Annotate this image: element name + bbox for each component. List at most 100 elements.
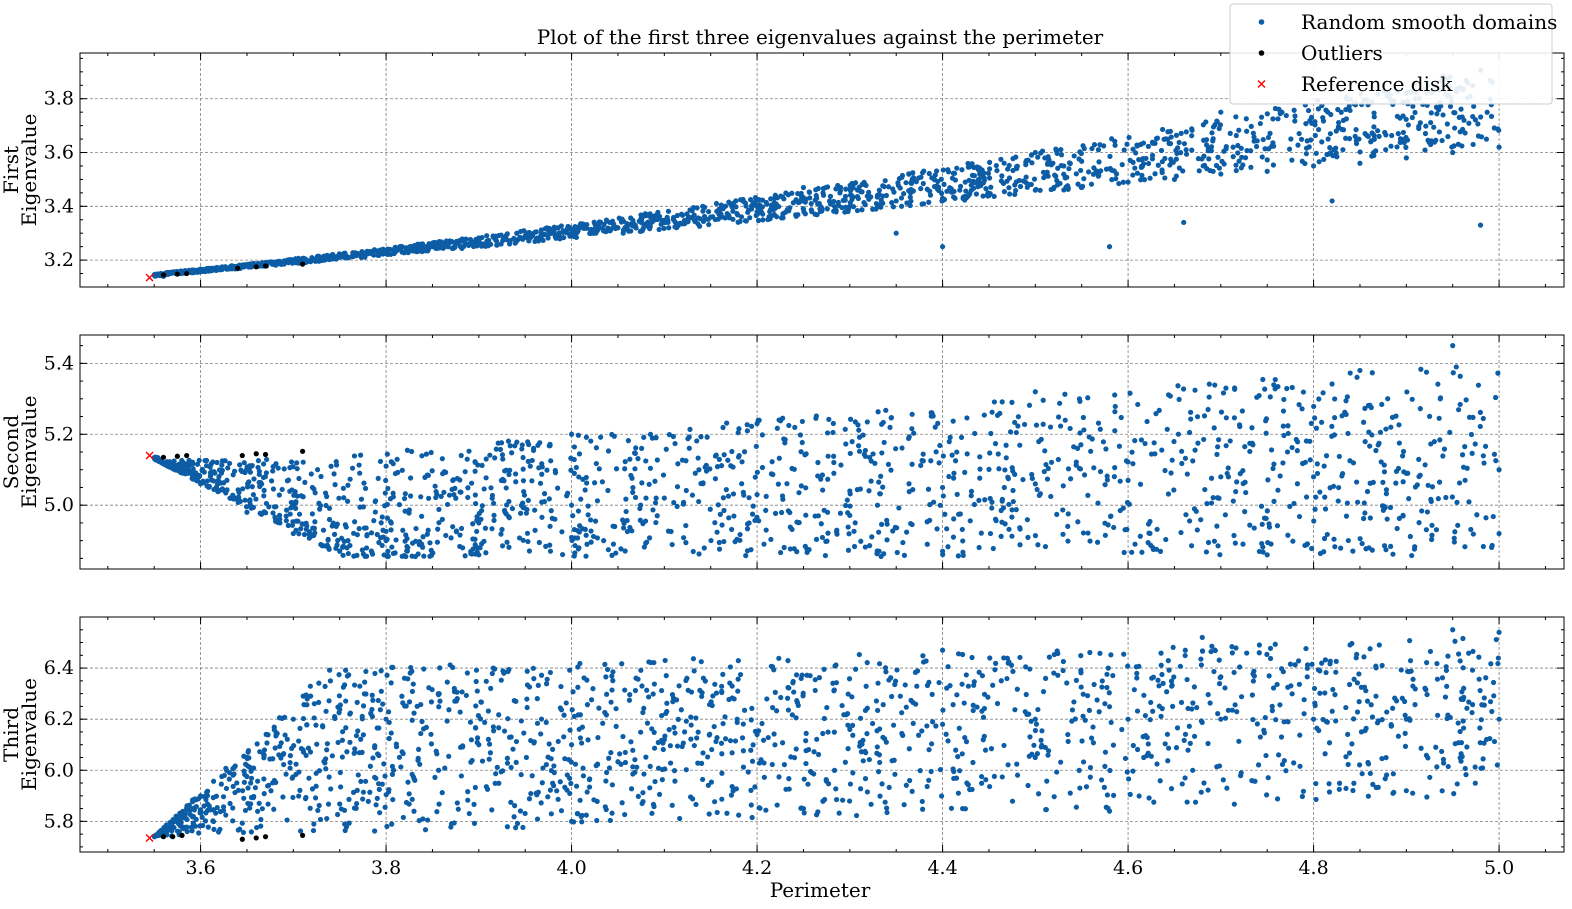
scatter-point	[1426, 413, 1433, 419]
scatter-point	[1412, 109, 1418, 116]
scatter-point	[346, 796, 352, 802]
scatter-point	[1265, 477, 1271, 483]
scatter-point	[1462, 444, 1468, 450]
scatter-point	[683, 487, 689, 494]
scatter-point	[1436, 107, 1442, 113]
scatter-point	[1045, 465, 1051, 472]
scatter-point	[1313, 425, 1320, 431]
scatter-point	[1248, 164, 1254, 170]
scatter-point	[380, 701, 386, 707]
scatter-point	[1285, 423, 1291, 429]
scatter-point	[1033, 721, 1040, 727]
scatter-point	[472, 468, 478, 474]
scatter-point	[1457, 373, 1463, 379]
scatter-point	[521, 505, 527, 511]
scatter-point	[174, 466, 180, 472]
scatter-point	[1134, 170, 1141, 176]
scatter-point	[1058, 759, 1064, 765]
scatter-point	[748, 787, 754, 793]
scatter-point	[270, 468, 276, 474]
scatter-point	[194, 461, 201, 467]
scatter-point	[930, 719, 936, 725]
scatter-point	[1440, 112, 1446, 118]
scatter-point	[928, 458, 934, 464]
scatter-point	[644, 687, 650, 693]
scatter-point	[1456, 114, 1462, 120]
scatter-point	[670, 699, 676, 705]
scatter-point	[268, 788, 274, 794]
scatter-point	[1003, 455, 1009, 461]
scatter-point	[1353, 140, 1360, 147]
scatter-point	[1422, 130, 1429, 137]
scatter-point	[496, 780, 502, 786]
scatter-point	[878, 521, 885, 527]
scatter-point	[940, 493, 946, 499]
scatter-point	[1208, 475, 1215, 481]
scatter-point	[439, 516, 445, 523]
scatter-point	[1428, 119, 1434, 126]
scatter-point	[1423, 527, 1429, 533]
scatter-point	[716, 456, 722, 462]
scatter-point	[1023, 159, 1029, 165]
scatter-point	[635, 456, 641, 462]
scatter-point	[1196, 168, 1202, 174]
scatter-point	[684, 211, 690, 217]
scatter-point	[748, 423, 755, 429]
scatter-point	[512, 803, 518, 809]
scatter-point	[1206, 156, 1212, 162]
scatter-point	[234, 780, 240, 786]
scatter-point	[459, 236, 465, 242]
scatter-point	[257, 749, 263, 755]
scatter-point	[724, 810, 730, 816]
scatter-point	[1416, 473, 1422, 480]
scatter-point	[371, 518, 377, 524]
scatter-point	[1355, 499, 1361, 505]
scatter-point	[310, 525, 316, 531]
scatter-point	[896, 176, 903, 182]
scatter-point	[739, 459, 745, 465]
scatter-point	[249, 484, 255, 490]
scatter-point	[1375, 442, 1381, 448]
scatter-point	[240, 829, 247, 836]
scatter-point	[696, 467, 702, 473]
scatter-point	[1065, 186, 1071, 192]
scatter-point	[743, 203, 749, 209]
scatter-point	[898, 203, 905, 209]
scatter-point	[1040, 169, 1047, 175]
scatter-point	[270, 510, 276, 516]
scatter-point	[506, 471, 512, 478]
scatter-point	[683, 767, 689, 773]
scatter-point	[448, 535, 454, 541]
scatter-point	[674, 212, 680, 219]
scatter-point	[647, 763, 653, 769]
scatter-point	[759, 464, 766, 471]
scatter-point	[487, 750, 493, 756]
scatter-point	[1138, 177, 1144, 183]
scatter-point	[451, 685, 457, 692]
scatter-point	[1380, 507, 1386, 513]
scatter-point	[910, 487, 916, 493]
scatter-point	[623, 508, 629, 515]
scatter-point	[219, 486, 225, 492]
scatter-point	[1402, 712, 1408, 718]
scatter-point	[1310, 163, 1317, 169]
scatter-point	[729, 526, 735, 533]
scatter-point	[1495, 370, 1501, 376]
scatter-point	[544, 676, 550, 682]
scatter-point	[354, 800, 360, 807]
scatter-point	[637, 505, 643, 512]
scatter-point	[1237, 664, 1243, 670]
scatter-point	[831, 198, 837, 205]
scatter-point	[1271, 382, 1277, 388]
scatter-point	[1314, 470, 1321, 477]
scatter-point	[377, 458, 384, 465]
scatter-point	[465, 485, 471, 491]
scatter-point	[576, 451, 583, 457]
scatter-point	[799, 672, 805, 678]
scatter-point	[687, 426, 693, 432]
scatter-point	[1445, 133, 1451, 140]
scatter-point	[238, 467, 244, 473]
scatter-point	[622, 466, 628, 472]
scatter-point	[1431, 124, 1437, 130]
scatter-point	[1367, 515, 1373, 521]
